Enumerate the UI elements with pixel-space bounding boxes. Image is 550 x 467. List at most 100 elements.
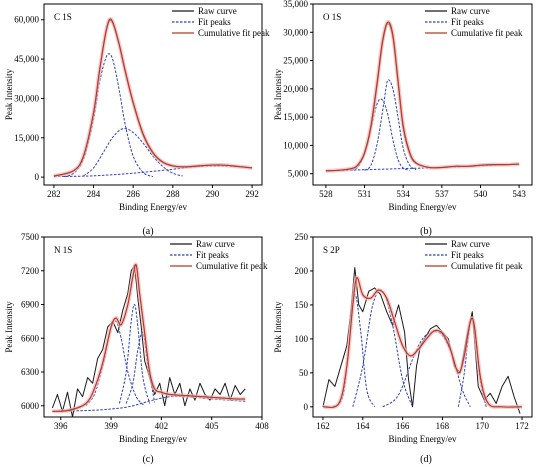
panel-label: C 1S: [54, 12, 72, 22]
y-tick-label: 20,000: [283, 84, 308, 94]
y-tick-label: 200: [295, 266, 309, 276]
x-tick-label: 399: [104, 421, 118, 431]
cumulative-halo: [322, 275, 523, 410]
x-axis-title: Binding Energy/ev: [388, 434, 457, 444]
legend-entry: Fit peaks: [196, 250, 229, 260]
y-tick-label: 0: [304, 402, 309, 412]
chart-panel-n1s: 396 399 402 405 408 6000 6300 6600 6900 7200 7500 B…: [4, 232, 269, 465]
chart-panel-c1s: 282 284 286 288 290 292 0 15,000 30,000 45,000 60,…: [4, 3, 270, 237]
x-tick-label: 292: [245, 189, 259, 199]
series-group: [51, 262, 246, 417]
y-tick-label: 30,000: [14, 93, 39, 103]
cumulative-fit-line: [53, 18, 253, 177]
y-tick-label: 15,000: [283, 112, 308, 122]
y-tick-label: 7200: [21, 266, 40, 276]
y-axis-title: Peak Intensity: [4, 301, 14, 353]
x-tick-label: 166: [396, 421, 410, 431]
y-tick-label: 6900: [21, 300, 40, 310]
y-tick-label: 50: [299, 368, 309, 378]
x-tick-label: 396: [54, 421, 68, 431]
y-tick-label: 6300: [21, 367, 40, 377]
panel-label: N 1S: [54, 245, 72, 255]
x-tick-label: 405: [205, 421, 219, 431]
x-tick-label: 172: [515, 421, 529, 431]
legend-entry: Fit peaks: [451, 250, 484, 260]
x-tick-label: 408: [255, 421, 269, 431]
y-tick-label: 30,000: [283, 27, 308, 37]
x-axis-title: Binding Energy/ev: [119, 434, 188, 444]
x-tick-label: 534: [396, 189, 410, 199]
y-tick-label: 150: [295, 300, 309, 310]
x-tick-label: 402: [155, 421, 169, 431]
y-axis-title: Peak Intensity: [4, 68, 14, 120]
x-tick-label: 528: [319, 189, 333, 199]
y-axis-title: Peak Intensity: [273, 68, 283, 120]
x-tick-label: 162: [316, 421, 330, 431]
y-tick-label: 100: [295, 334, 309, 344]
plot-frame: [312, 3, 533, 186]
panel-caption: (d): [420, 454, 432, 465]
y-tick-label: 250: [295, 232, 309, 242]
fit-peak-line-3: [53, 165, 253, 178]
legend-entry: Raw curve: [451, 6, 490, 16]
cumulative-halo: [52, 262, 246, 414]
y-tick-label: 45,000: [14, 54, 39, 64]
x-tick-label: 540: [474, 189, 488, 199]
plot-frame: [312, 236, 533, 418]
y-tick-label: 5,000: [288, 169, 309, 179]
legend-entry: Fit peaks: [198, 17, 231, 27]
x-tick-label: 168: [436, 421, 450, 431]
y-tick-label: 15,000: [14, 133, 39, 143]
y-axis-title: Peak Intensity: [273, 301, 283, 353]
x-tick-label: 531: [358, 189, 372, 199]
series-group: [53, 17, 253, 179]
y-tick-label: 10,000: [283, 140, 308, 150]
y-tick-label: 7500: [21, 232, 40, 242]
legend-entry: Raw curve: [451, 239, 490, 249]
plot-frame: [43, 3, 263, 186]
legend-entry: Cumulative fit peak: [196, 261, 268, 271]
fit-peak-line-1: [63, 53, 154, 178]
x-axis-title: Binding Energy/ev: [388, 202, 457, 212]
x-tick-label: 537: [435, 189, 449, 199]
cumulative-fit-line: [322, 277, 523, 409]
chart-panel-s2p: 162 164 166 168 170 172 0 50 100 150 200 250 Binding…: [273, 232, 533, 465]
legend-entry: Fit peaks: [451, 17, 484, 27]
cumulative-halo: [325, 19, 520, 173]
fit-peak-line-2: [352, 289, 414, 407]
legend-entry: Cumulative fit peak: [451, 261, 523, 271]
x-tick-label: 290: [206, 189, 220, 199]
chart-panel-o1s: 528 531 534 537 540 543 5,000 10,000 15,000 20,00…: [273, 0, 533, 237]
fit-peak-line-3: [125, 331, 156, 404]
x-tick-label: 164: [356, 421, 370, 431]
x-tick-label: 543: [512, 189, 526, 199]
fit-peak-line-2: [364, 79, 417, 171]
raw-curve-line: [51, 264, 246, 417]
y-tick-label: 0: [35, 172, 40, 182]
y-tick-label: 6600: [21, 333, 40, 343]
panel-caption: (b): [420, 226, 432, 237]
legend-entry: Cumulative fit peak: [451, 28, 523, 38]
x-tick-label: 282: [47, 189, 61, 199]
x-tick-label: 170: [475, 421, 489, 431]
y-tick-label: 25,000: [283, 56, 308, 66]
x-axis-title: Binding Energy/ev: [119, 202, 188, 212]
panel-label: O 1S: [323, 12, 341, 22]
y-tick-label: 60,000: [14, 15, 39, 25]
y-tick-label: 35,000: [283, 0, 308, 9]
legend-entry: Raw curve: [196, 239, 235, 249]
y-tick-label: 6000: [21, 401, 40, 411]
x-tick-label: 284: [87, 189, 101, 199]
x-tick-label: 286: [126, 189, 140, 199]
fit-peak-line-2: [118, 303, 151, 404]
plot-frame: [43, 236, 263, 418]
series-group: [325, 19, 520, 173]
panel-caption: (a): [142, 226, 153, 237]
panel-caption: (c): [142, 454, 153, 465]
